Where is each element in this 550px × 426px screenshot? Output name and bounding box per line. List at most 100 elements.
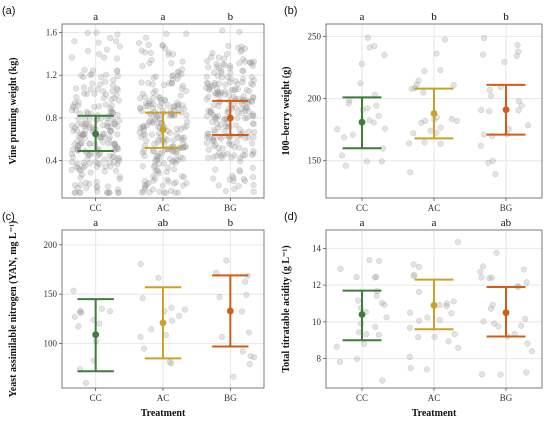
data-point-3-2-2 [491,320,498,327]
data-point-0-2-204 [203,96,210,103]
data-point-0-0-133 [108,96,115,103]
data-point-1-0-0 [358,60,365,67]
data-point-0-1-195 [179,58,186,65]
data-point-0-0-204 [113,85,121,92]
data-point-0-1-103 [179,136,186,143]
data-point-0-1-85 [145,179,152,186]
x-tick-label-3-0: CC [356,393,368,403]
mean-point-2-0 [92,331,100,339]
data-point-2-0-12 [70,287,77,294]
y-tick-label-1-1: 200 [308,94,322,104]
data-point-3-0-5 [337,265,344,272]
data-point-3-1-22 [411,271,418,278]
data-point-0-1-38 [182,144,189,151]
data-point-3-1-10 [451,331,458,338]
data-point-0-2-99 [204,130,211,137]
data-point-0-1-167 [139,90,146,97]
data-point-2-2-2 [245,329,252,336]
data-point-0-1-130 [178,134,185,141]
data-point-0-2-83 [222,88,229,95]
data-point-2-1-6 [169,317,176,324]
data-point-0-0-172 [82,162,89,169]
data-point-3-1-4 [410,261,417,268]
data-point-0-2-23 [210,112,217,119]
data-point-0-1-116 [174,125,181,132]
data-point-3-1-23 [423,366,430,373]
data-point-0-2-135 [226,140,233,147]
data-point-0-1-172 [168,60,175,67]
data-point-1-2-22 [478,107,485,114]
y-tick-label-1-0: 150 [308,156,322,166]
data-point-1-1-20 [450,82,457,89]
data-point-0-2-161 [230,178,237,185]
data-point-1-2-4 [501,58,508,65]
data-point-0-2-74 [207,109,214,116]
data-point-3-0-14 [363,331,370,338]
data-point-0-1-62 [175,189,182,196]
data-point-0-2-190 [214,72,221,79]
data-point-0-0-216 [114,55,121,62]
data-point-0-0-24 [76,133,83,140]
data-point-0-1-155 [178,85,185,92]
data-point-2-0-11 [106,308,114,315]
data-point-0-0-18 [73,127,80,134]
data-point-0-2-4 [219,60,227,68]
x-tick-label-0-1: AC [157,203,170,213]
data-point-0-1-47 [164,176,171,183]
x-axis-title-2: Treatment [141,408,186,419]
data-point-0-2-28 [232,122,239,129]
data-point-0-2-158 [250,58,257,65]
data-point-0-1-33 [138,133,145,141]
data-point-0-1-175 [179,155,186,162]
data-point-0-0-59 [74,184,81,191]
data-point-0-2-93 [238,47,245,54]
data-point-0-0-95 [111,159,118,166]
data-point-0-1-23 [174,99,181,106]
significance-letter-3-1: a [432,217,437,229]
data-point-0-2-15 [226,176,233,183]
data-point-0-1-41 [177,126,184,133]
significance-letter-1-2: b [503,11,509,23]
data-point-0-1-75 [145,79,152,86]
data-point-0-0-184 [111,141,118,148]
data-point-0-2-64 [241,177,249,184]
data-point-0-2-19 [205,154,212,161]
data-point-0-1-94 [149,81,156,88]
data-point-0-2-213 [212,90,219,97]
data-point-0-1-178 [173,148,180,155]
data-point-0-0-116 [86,180,93,187]
data-point-0-1-153 [179,82,187,89]
mean-point-3-2 [502,309,510,317]
data-point-0-2-110 [215,112,222,120]
data-point-0-1-200 [138,79,145,86]
y-tick-label-2-1: 150 [44,289,58,299]
data-point-3-1-8 [424,314,431,321]
data-point-0-0-66 [100,122,107,129]
data-point-0-1-173 [163,30,170,37]
data-point-0-1-72 [179,66,186,73]
data-point-3-2-0 [497,371,504,378]
data-point-0-1-20 [175,102,182,109]
data-point-0-1-197 [169,148,176,155]
data-point-0-2-39 [240,56,247,63]
data-point-0-0-124 [78,130,85,137]
data-point-0-1-157 [183,30,190,37]
data-point-3-1-1 [407,309,414,316]
data-point-0-2-202 [234,114,241,122]
data-point-0-0-76 [100,94,107,101]
data-point-0-0-30 [83,185,90,192]
data-point-0-1-51 [147,49,154,56]
data-point-0-2-91 [213,60,220,67]
data-point-0-0-103 [96,51,103,58]
y-tick-label-1-2: 250 [308,31,322,41]
data-point-0-2-193 [245,108,253,115]
data-point-0-2-102 [220,151,227,158]
data-point-2-2-6 [246,361,253,368]
data-point-0-0-14 [108,108,115,115]
data-point-0-1-214 [148,131,155,138]
data-point-0-1-201 [146,98,153,105]
data-point-3-0-11 [355,329,362,336]
data-point-0-1-164 [151,175,158,182]
y-tick-label-2-0: 100 [44,339,58,349]
data-point-1-0-5 [381,125,389,132]
